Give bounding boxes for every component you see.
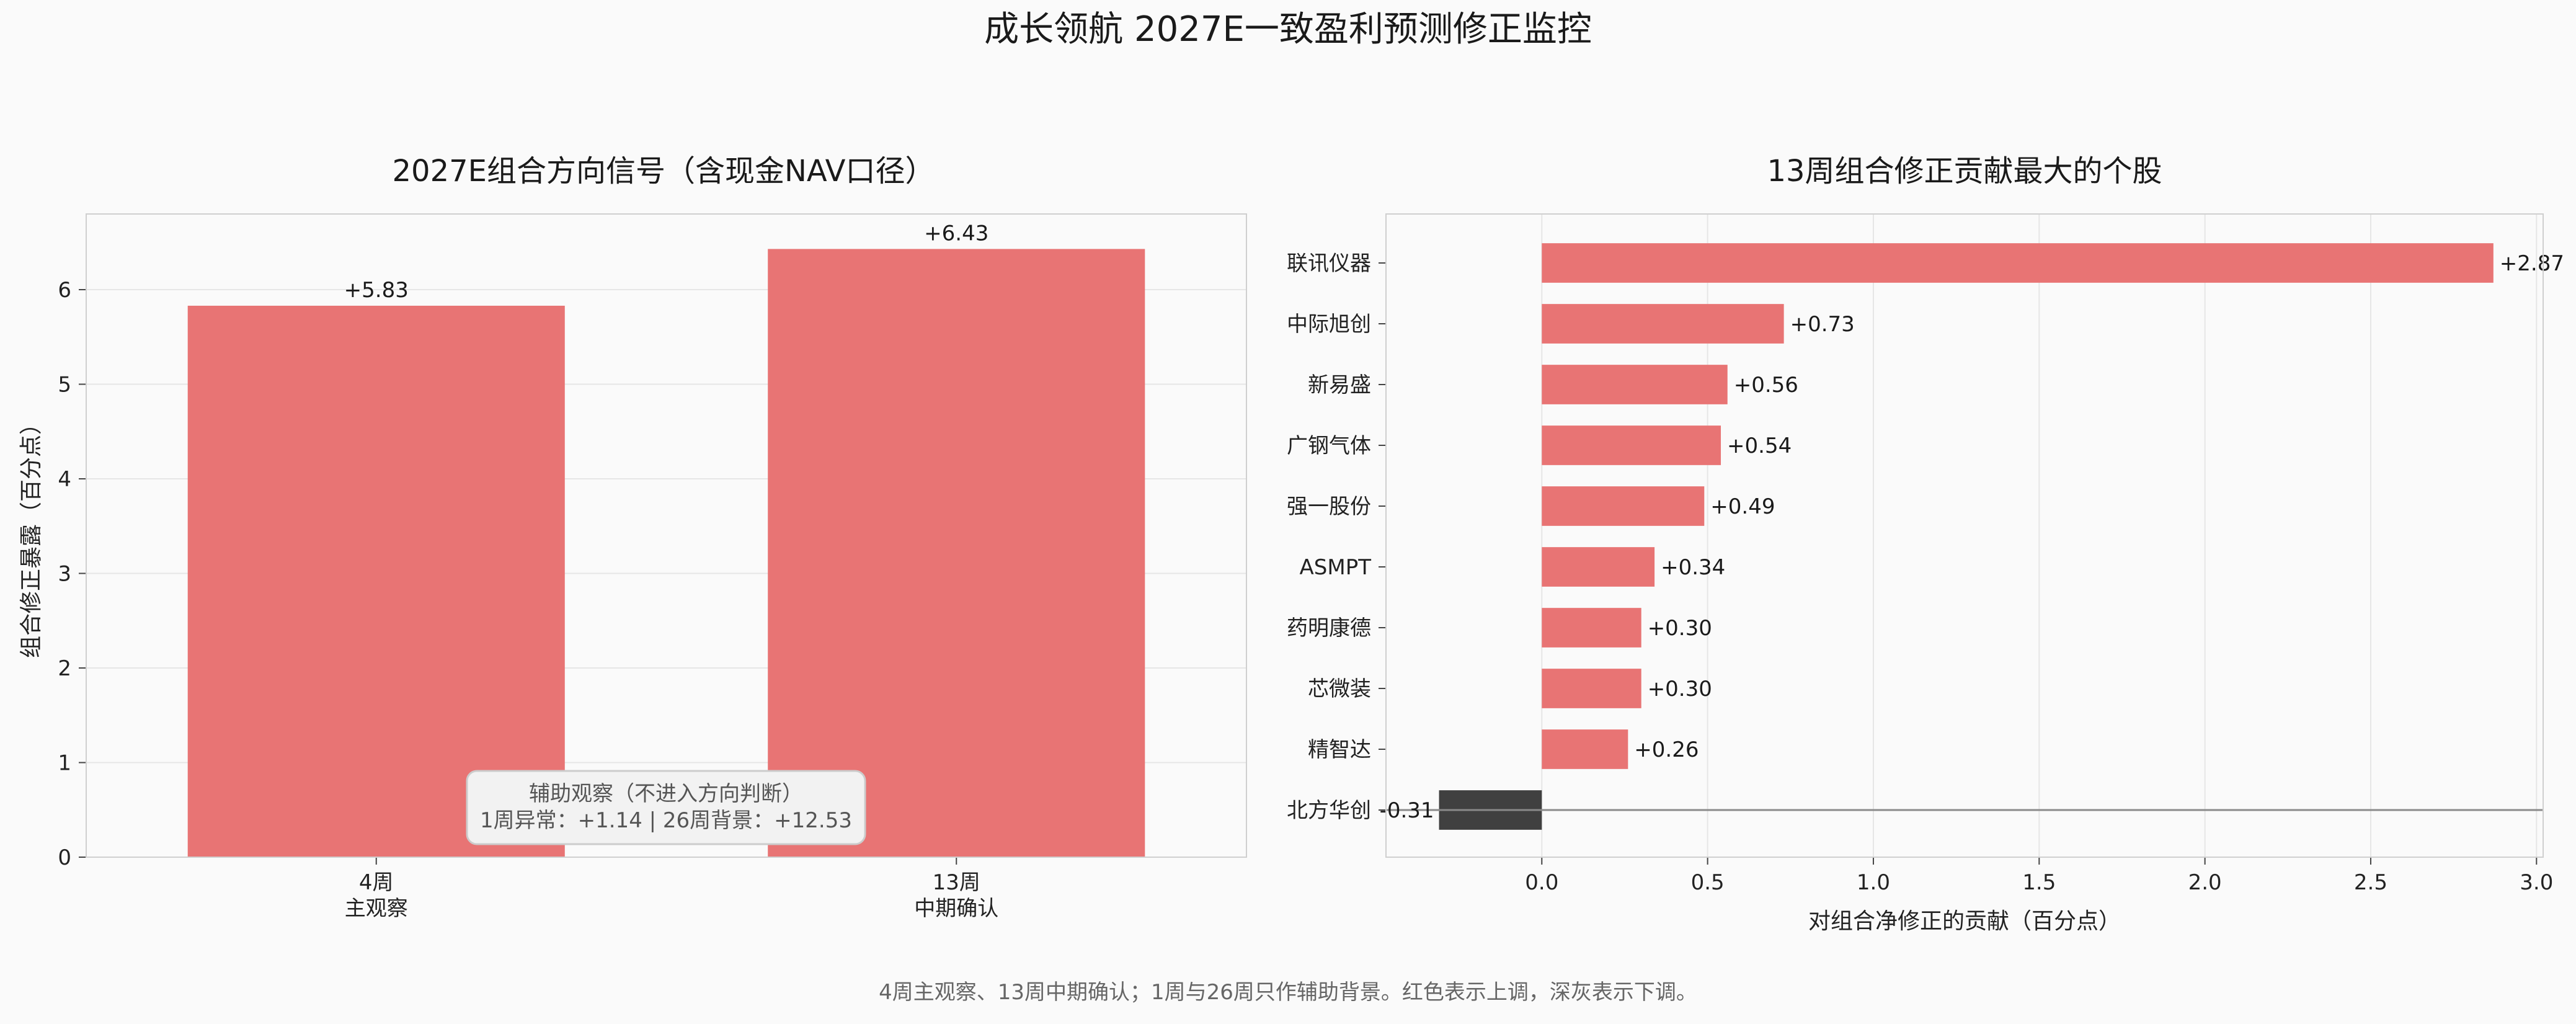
right-bar [1542,243,2494,283]
left-bar-value-label: +6.43 [924,221,988,246]
right-chart-title: 13周组合修正贡献最大的个股 [1767,154,2162,189]
right-x-tick-label: 3.0 [2520,870,2553,895]
left-y-tick-label: 6 [58,278,71,303]
right-bar [1542,486,1705,526]
auxiliary-note-box: 辅助观察（不进入方向判断） 1周异常：+1.14 | 26周背景：+12.53 [466,770,866,845]
left-chart-title: 2027E组合方向信号（含现金NAV口径） [393,154,935,189]
left-data-labels: +5.83 +6.43 [344,221,989,303]
right-y-tick-label: 药明康德 [1287,616,1371,641]
auxiliary-note-line2: 1周异常：+1.14 | 26周背景：+12.53 [480,808,852,833]
auxiliary-note-line1: 辅助观察（不进入方向判断） [529,781,803,806]
right-x-axis-label: 对组合净修正的贡献（百分点） [1808,909,2121,934]
right-bar [1542,365,1728,404]
left-bars [187,249,1145,857]
left-x-tick-label: 主观察 [345,896,408,921]
right-y-tick-label: 精智达 [1308,737,1371,762]
right-y-tick-label: 新易盛 [1308,373,1371,398]
left-x-ticks: 4周主观察 13周中期确认 [345,857,998,921]
right-x-tick-label: 2.0 [2188,870,2222,895]
right-bar-value-label: +0.49 [1710,494,1775,519]
right-bar-value-label: +0.54 [1727,434,1792,458]
left-bar [187,305,565,857]
right-y-tick-label: 北方华创 [1287,798,1371,823]
right-bar-value-label: +0.26 [1634,737,1699,762]
right-x-tick-label: 2.5 [2354,870,2387,895]
right-x-tick-label: 0.5 [1691,870,1725,895]
left-y-tick-label: 1 [58,751,71,776]
left-y-tick-label: 2 [58,656,71,681]
right-bar [1542,425,1721,465]
right-bar-value-label: +2.87 [2500,251,2564,276]
right-y-tick-label: 芯微装 [1308,677,1371,701]
figure-title: 成长领航 2027E一致盈利预测修正监控 [984,9,1592,50]
left-bar [768,249,1145,857]
right-axes-frame [1385,213,2544,858]
left-x-tick-label: 4周 [359,870,394,895]
right-y-tick-label: ASMPT [1300,555,1372,580]
figure-footnote: 4周主观察、13周中期确认；1周与26周只作辅助背景。红色表示上调，深灰表示下调… [879,980,1697,1005]
right-bar [1542,729,1628,769]
direction-signal-chart: 2027E组合方向信号（含现金NAV口径） 0 1 2 3 4 5 6 4周主观察 13周中期… [19,154,1247,921]
left-x-tick-label: 13周 [933,870,980,895]
right-bar-value-label: +0.30 [1648,616,1712,641]
auxiliary-note-background [466,770,866,845]
right-bars [1439,243,2494,830]
right-bar-value-label: +0.30 [1648,677,1712,701]
left-bar-value-label: +5.83 [344,278,409,303]
left-axes-frame [86,213,1247,858]
right-y-tick-label: 中际旭创 [1287,312,1371,337]
right-bar-value-label: -0.31 [1380,798,1434,823]
right-bar [1542,608,1641,648]
left-x-tick-label: 中期确认 [914,896,998,921]
left-y-tick-label: 3 [58,562,71,587]
right-bar [1542,669,1641,708]
right-y-tick-label: 联讯仪器 [1287,251,1371,276]
left-y-tick-label: 0 [58,845,71,870]
right-bar-value-label: +0.73 [1790,312,1855,337]
right-bar-value-label: +0.34 [1661,555,1725,580]
right-y-tick-label: 强一股份 [1287,494,1371,519]
right-data-labels: +2.87 +0.73 +0.56 +0.54 +0.49 +0.34 +0.30 +0.30… [1380,251,2564,823]
right-bar [1542,547,1655,587]
right-bar [1542,304,1784,344]
right-x-tick-label: 1.5 [2022,870,2056,895]
right-x-tick-label: 0.0 [1525,870,1558,895]
right-bar-value-label: +0.56 [1734,373,1798,398]
right-x-ticks: 0.0 0.5 1.0 1.5 2.0 2.5 3.0 [1525,857,2553,895]
left-y-tick-label: 4 [58,467,71,492]
right-x-tick-label: 1.0 [1857,870,1890,895]
left-y-axis-label: 组合修正暴露（百分点） [19,412,44,658]
right-y-tick-label: 广钢气体 [1287,434,1371,458]
left-y-tick-label: 5 [58,373,71,398]
left-y-ticks: 0 1 2 3 4 5 6 [58,278,86,870]
